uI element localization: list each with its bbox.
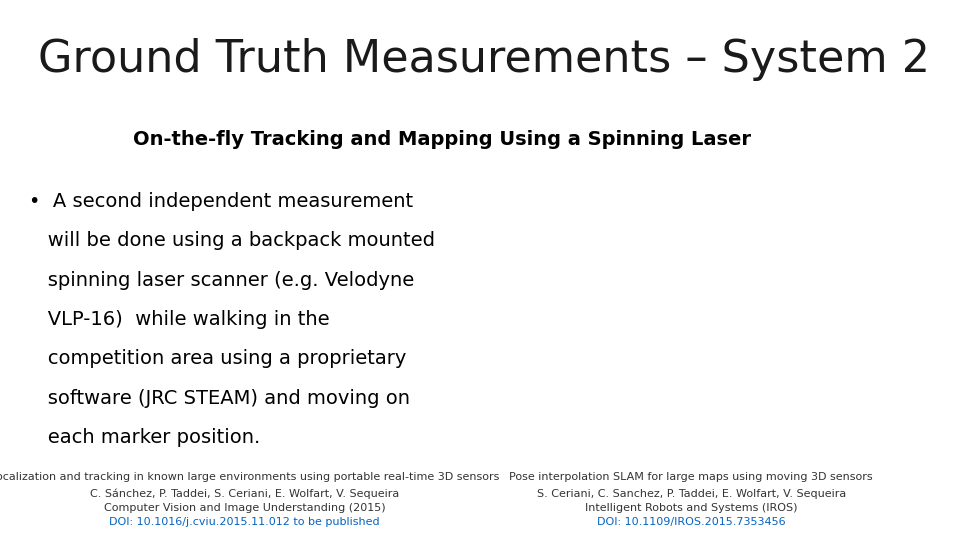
Text: Pose interpolation SLAM for large maps using moving 3D sensors: Pose interpolation SLAM for large maps u… (510, 472, 873, 483)
Text: C. Sánchez, P. Taddei, S. Ceriani, E. Wolfart, V. Sequeira: C. Sánchez, P. Taddei, S. Ceriani, E. Wo… (90, 489, 399, 499)
Text: software (JRC STEAM) and moving on: software (JRC STEAM) and moving on (29, 389, 410, 408)
Text: Ground Truth Measurements – System 2: Ground Truth Measurements – System 2 (38, 38, 930, 81)
Text: Localization and tracking in known large environments using portable real-time 3: Localization and tracking in known large… (0, 472, 499, 483)
Text: spinning laser scanner (e.g. Velodyne: spinning laser scanner (e.g. Velodyne (29, 271, 414, 289)
Text: On-the-fly Tracking and Mapping Using a Spinning Laser: On-the-fly Tracking and Mapping Using a … (132, 130, 751, 148)
Text: •  A second independent measurement: • A second independent measurement (29, 192, 413, 211)
Text: Intelligent Robots and Systems (IROS): Intelligent Robots and Systems (IROS) (585, 503, 798, 514)
Text: competition area using a proprietary: competition area using a proprietary (29, 349, 406, 368)
Text: VLP-16)  while walking in the: VLP-16) while walking in the (29, 310, 329, 329)
Text: Computer Vision and Image Understanding (2015): Computer Vision and Image Understanding … (104, 503, 386, 514)
Text: DOI: 10.1016/j.cviu.2015.11.012 to be published: DOI: 10.1016/j.cviu.2015.11.012 to be pu… (109, 517, 380, 528)
Text: will be done using a backpack mounted: will be done using a backpack mounted (29, 231, 435, 250)
Text: each marker position.: each marker position. (29, 428, 260, 447)
Text: DOI: 10.1109/IROS.2015.7353456: DOI: 10.1109/IROS.2015.7353456 (597, 517, 785, 528)
Text: S. Ceriani, C. Sanchez, P. Taddei, E. Wolfart, V. Sequeira: S. Ceriani, C. Sanchez, P. Taddei, E. Wo… (537, 489, 846, 499)
